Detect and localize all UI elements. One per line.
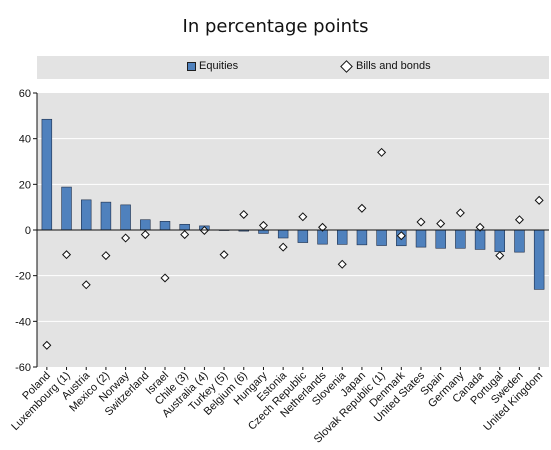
marker-bills-bonds [416,217,426,227]
bar-equities [100,201,112,231]
bar-equities [474,229,486,250]
y-tick-label: 60 [19,88,31,100]
bar-equities [435,229,446,249]
y-tick-label: -60 [15,362,31,374]
legend-label-equities: Equities [199,60,239,72]
legend-item-equities: Equities [187,60,238,72]
marker-bills-bonds [140,230,150,240]
legend-item-bills-bonds: Bills and bonds [340,59,431,73]
marker-bills-bonds [258,220,268,230]
y-tick-label: -20 [15,271,31,283]
y-tick-label: 20 [19,179,31,191]
legend: Equities Bills and bonds [37,56,549,79]
bar-equities [159,221,171,231]
bar-equities [514,229,525,253]
bar-equities [533,229,545,290]
bar-equities [317,229,328,245]
marker-bills-bonds [42,340,52,350]
legend-bar-swatch [187,61,196,71]
marker-bills-bonds [337,259,347,269]
y-tick-label: 40 [19,134,31,146]
marker-bills-bonds [81,280,91,290]
marker-bills-bonds [278,242,288,252]
marker-bills-bonds [534,195,544,205]
marker-bills-bonds [121,233,131,243]
marker-bills-bonds [495,251,505,261]
bar-equities [61,186,72,231]
marker-bills-bonds [475,222,485,232]
marker-bills-bonds [101,251,111,261]
bar-equities [356,229,368,246]
bar-equities [81,199,92,231]
marker-bills-bonds [377,147,387,157]
bar-equities [337,229,348,245]
bar-equities [41,118,53,231]
bar-equities [376,229,387,246]
marker-bills-bonds [436,219,446,229]
bar-equities [277,229,289,239]
bar-equities [140,219,151,231]
bar-equities [179,223,190,231]
marker-bills-bonds [357,203,367,213]
marker-bills-bonds [318,222,328,232]
marker-bills-bonds [298,212,308,222]
marker-bills-bonds [396,231,406,241]
marker-bills-bonds [219,250,229,260]
bar-equities [297,229,309,243]
bar-equities [258,229,269,234]
y-tick-label: 0 [25,225,31,237]
y-tick-label: -40 [15,316,31,328]
chart-title: In percentage points [182,16,369,37]
marker-bills-bonds [180,230,190,240]
marker-bills-bonds [160,273,170,283]
marker-bills-bonds [455,208,465,218]
legend-label-bills-bonds: Bills and bonds [356,60,431,72]
marker-bills-bonds [514,215,524,225]
marker-bills-bonds [239,209,249,219]
bar-equities [120,204,131,231]
marker-bills-bonds [62,250,72,260]
bar-equities [455,229,466,249]
bar-equities [415,229,427,248]
bar-equities [494,229,505,252]
